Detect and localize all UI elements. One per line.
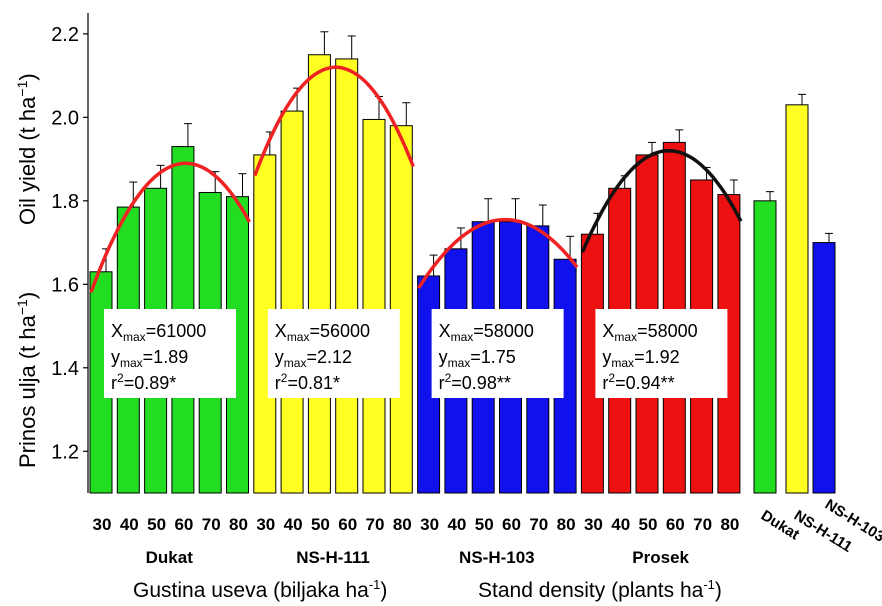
- fit-curve: [417, 217, 579, 290]
- stats-r2: r2=0.89*: [111, 371, 176, 393]
- group-ns-h-111: 30 40 50 60 70 80 NS-H-111 Xmax=56000ymax=2.12r…: [253, 31, 415, 567]
- stats-r2: r2=0.81*: [275, 371, 340, 393]
- x-tick-label: 30: [420, 515, 439, 534]
- y-tick-label: 1.2: [51, 441, 79, 463]
- fit-curve: [580, 148, 743, 253]
- x-tick-label: 50: [147, 515, 166, 534]
- x-tick-label: 80: [393, 515, 412, 534]
- x-tick-label: 70: [202, 515, 221, 534]
- x-tick-label: 40: [611, 515, 630, 534]
- x-tick-label: 60: [338, 515, 357, 534]
- stats-box-background: [595, 309, 728, 398]
- bar: [307, 54, 331, 494]
- x-tick-label: 40: [284, 515, 303, 534]
- x-axis-label-english: Stand density (plants ha-1): [478, 577, 722, 602]
- y-tick-label: 1.6: [51, 274, 79, 296]
- group-label: Dukat: [146, 548, 194, 567]
- stats-box-background: [431, 309, 564, 398]
- y-axis-label-english: Oil yield (t ha−1): [14, 73, 40, 225]
- x-tick-label: 30: [584, 515, 603, 534]
- x-tick-label: 40: [120, 515, 139, 534]
- x-tick-label: 60: [502, 515, 521, 534]
- x-tick-label: 30: [93, 515, 112, 534]
- bar: [812, 242, 836, 494]
- x-tick-label: 80: [720, 515, 739, 534]
- x-tick-label: 50: [639, 515, 658, 534]
- fit-curve: [89, 161, 252, 293]
- bar: [753, 200, 777, 494]
- fit-curve: [253, 65, 415, 177]
- stats-box-background: [267, 309, 400, 398]
- x-tick-label: 60: [174, 515, 193, 534]
- y-tick-label: 1.8: [51, 191, 79, 213]
- group-label: Prosek: [632, 548, 689, 567]
- y-tick-label: 2.0: [51, 107, 79, 129]
- x-tick-label: 30: [256, 515, 275, 534]
- x-tick-label: 50: [311, 515, 330, 534]
- group-label: NS-H-111: [296, 548, 370, 567]
- group-ns-h-103: 30 40 50 60 70 80 NS-H-103 Xmax=58000ymax=1.75r…: [417, 198, 579, 567]
- stats-r2: r2=0.94**: [602, 371, 674, 393]
- x-tick-label: 40: [447, 515, 466, 534]
- x-tick-label: 70: [693, 515, 712, 534]
- group-prosek: 30 40 50 60 70 80 Prosek Xmax=58000ymax=1.92r2=…: [580, 129, 743, 567]
- stats-box-background: [104, 309, 236, 398]
- x-tick-label: 70: [529, 515, 548, 534]
- bar: [280, 110, 304, 494]
- axis-labels: Prinos ulja (t ha−1) Oil yield (t ha−1) …: [14, 73, 722, 602]
- y-tick-label: 1.4: [51, 358, 79, 380]
- bar: [785, 104, 809, 494]
- y-axis-label-serbian: Prinos ulja (t ha−1): [14, 292, 40, 468]
- group-label: NS-H-103: [459, 548, 535, 567]
- y-tick-label: 2.2: [51, 24, 79, 46]
- x-tick-label: 60: [666, 515, 685, 534]
- x-tick-label: 50: [475, 515, 494, 534]
- x-tick-label: 80: [557, 515, 576, 534]
- x-axis-label-serbian: Gustina useva (biljaka ha-1): [133, 577, 387, 602]
- bar: [362, 118, 386, 494]
- plot-area: 1.2 1.4 1.6 1.8 2.0 2.2 30 40 50 60 70 80 Dukat Xmax=…: [51, 13, 882, 567]
- x-tick-label: 70: [366, 515, 385, 534]
- group-dukat: 30 40 50 60 70 80 Dukat Xmax=61000ymax=1.89r2=0…: [89, 123, 252, 567]
- bar: [335, 58, 359, 494]
- stats-r2: r2=0.98**: [439, 371, 511, 393]
- x-tick-label: 80: [229, 515, 248, 534]
